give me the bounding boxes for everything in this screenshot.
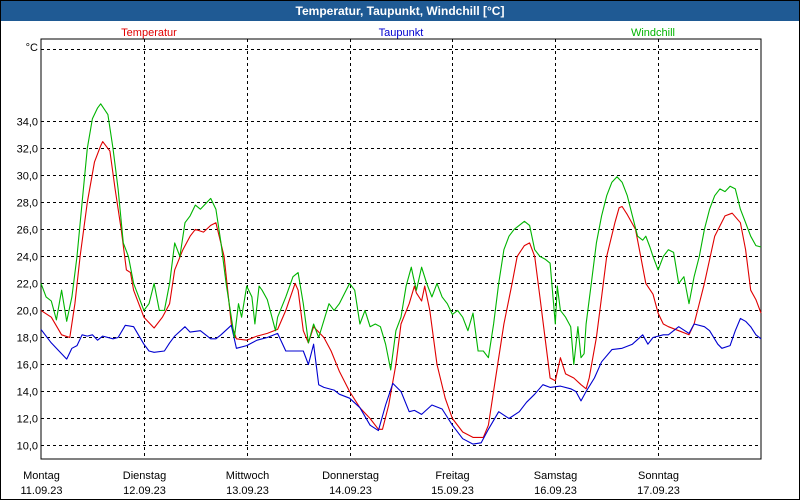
series-temperatur bbox=[40, 141, 762, 438]
series-taupunkt bbox=[40, 317, 762, 445]
x-tick-day: Mittwoch bbox=[226, 470, 269, 482]
y-tick-label: 22,0 bbox=[17, 279, 38, 291]
y-tick-label: 10,0 bbox=[17, 441, 38, 453]
x-tick-date: 16.09.23 bbox=[534, 485, 577, 497]
y-unit-label: °C bbox=[26, 42, 38, 54]
x-tick-date: 15.09.23 bbox=[431, 485, 474, 497]
y-tick-label: 16,0 bbox=[17, 360, 38, 372]
x-tick-day: Donnerstag bbox=[322, 470, 379, 482]
y-tick-label: 30,0 bbox=[17, 171, 38, 183]
y-tick-label: 32,0 bbox=[17, 144, 38, 156]
y-tick-label: 34,0 bbox=[17, 117, 38, 129]
x-tick-day: Samstag bbox=[534, 470, 577, 482]
y-tick-label: 20,0 bbox=[17, 306, 38, 318]
series-windchill bbox=[40, 103, 762, 371]
x-tick-date: 12.09.23 bbox=[123, 485, 166, 497]
x-tick-day: Dienstag bbox=[123, 470, 166, 482]
x-tick-day: Montag bbox=[23, 470, 60, 482]
legend-windchill: Windchill bbox=[631, 27, 675, 39]
x-tick-date: 17.09.23 bbox=[637, 485, 680, 497]
y-tick-label: 14,0 bbox=[17, 387, 38, 399]
x-tick-day: Sonntag bbox=[638, 470, 679, 482]
x-tick-date: 11.09.23 bbox=[20, 485, 62, 497]
legend-taupunkt: Taupunkt bbox=[379, 27, 424, 39]
x-tick-date: 13.09.23 bbox=[226, 485, 269, 497]
plot-area bbox=[40, 38, 762, 460]
y-tick-label: 18,0 bbox=[17, 333, 38, 345]
window-title: Temperatur, Taupunkt, Windchill [°C] bbox=[1, 1, 799, 21]
x-tick-date: 14.09.23 bbox=[329, 485, 372, 497]
y-tick-label: 12,0 bbox=[17, 414, 38, 426]
y-tick-label: 26,0 bbox=[17, 225, 38, 237]
legend-temperatur: Temperatur bbox=[121, 27, 177, 39]
y-tick-label: 24,0 bbox=[17, 252, 38, 264]
x-tick-day: Freitag bbox=[435, 470, 469, 482]
y-tick-label: 28,0 bbox=[17, 198, 38, 210]
